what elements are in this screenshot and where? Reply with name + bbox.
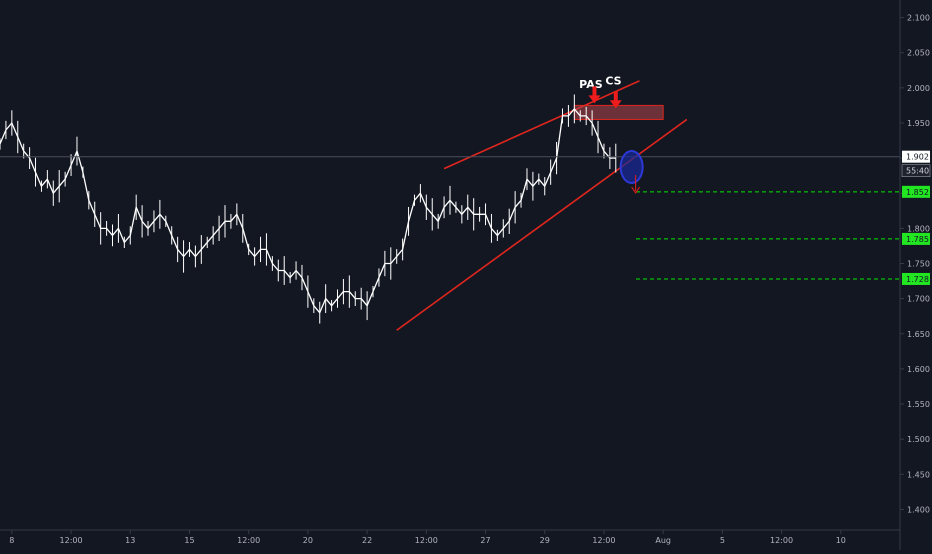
price-labels: 1.902 55:40 1.852 1.785 1.728	[901, 150, 931, 285]
cs-label: CS	[605, 74, 621, 87]
target-price-label: 1.785	[906, 235, 929, 244]
x-tick-label: Aug	[655, 536, 671, 545]
x-tick-label: 12:00	[770, 536, 793, 545]
x-tick-label: 15	[184, 536, 194, 545]
y-tick-label: 2.000	[907, 84, 930, 93]
y-tick-label: 2.100	[907, 14, 930, 23]
target-price-label-box	[902, 232, 930, 245]
y-tick-label: 1.650	[907, 330, 930, 339]
down-arrow-icon	[588, 86, 601, 104]
y-tick-label: 1.600	[907, 365, 930, 374]
current-price-label-box	[902, 150, 930, 163]
x-tick-label: 12:00	[592, 536, 615, 545]
price-series	[0, 94, 900, 324]
channel-upper-line	[443, 80, 640, 170]
target-levels	[636, 191, 900, 280]
y-tick-label: 1.500	[907, 435, 930, 444]
current-price-label: 1.902	[906, 153, 929, 162]
breakdown-ellipse	[619, 150, 644, 185]
y-tick-label: 1.950	[907, 119, 930, 128]
countdown-label-box	[901, 164, 931, 177]
target-price-label: 1.852	[906, 188, 929, 197]
x-tick-label: 12:00	[237, 536, 260, 545]
down-arrow-icon	[609, 91, 622, 109]
x-tick-label: 27	[480, 536, 490, 545]
x-tick-label: 12:00	[415, 536, 438, 545]
x-tick-label: 29	[540, 536, 550, 545]
target-price-label-box	[902, 185, 930, 198]
x-tick-label: 13	[125, 536, 135, 545]
y-tick-label: 1.550	[907, 400, 930, 409]
x-tick-label: 10	[836, 536, 846, 545]
y-tick-label: 1.700	[907, 295, 930, 304]
countdown-label: 55:40	[906, 167, 929, 176]
y-tick-label: 1.450	[907, 470, 930, 479]
y-tick-label: 1.750	[907, 260, 930, 269]
x-tick-label: 5	[720, 536, 725, 545]
x-axis[interactable]: 8 12:00 13 15 12:00 20 22 12:00 27 29 12:00 Aug 5 12:…	[0, 529, 900, 545]
target-price-label-box	[902, 272, 930, 285]
y-tick-label: 2.050	[907, 49, 930, 58]
y-tick-label: 1.800	[907, 224, 930, 233]
target-price-label: 1.728	[906, 275, 929, 284]
annotations: PAS CS	[579, 74, 644, 194]
x-tick-label: 22	[362, 536, 372, 545]
x-tick-label: 20	[303, 536, 313, 545]
pas-label: PAS	[579, 78, 603, 91]
y-tick-label: 1.400	[907, 505, 930, 514]
x-tick-label: 12:00	[60, 536, 83, 545]
x-tick-label: 8	[9, 536, 14, 545]
target-arrow-icon	[631, 186, 641, 194]
